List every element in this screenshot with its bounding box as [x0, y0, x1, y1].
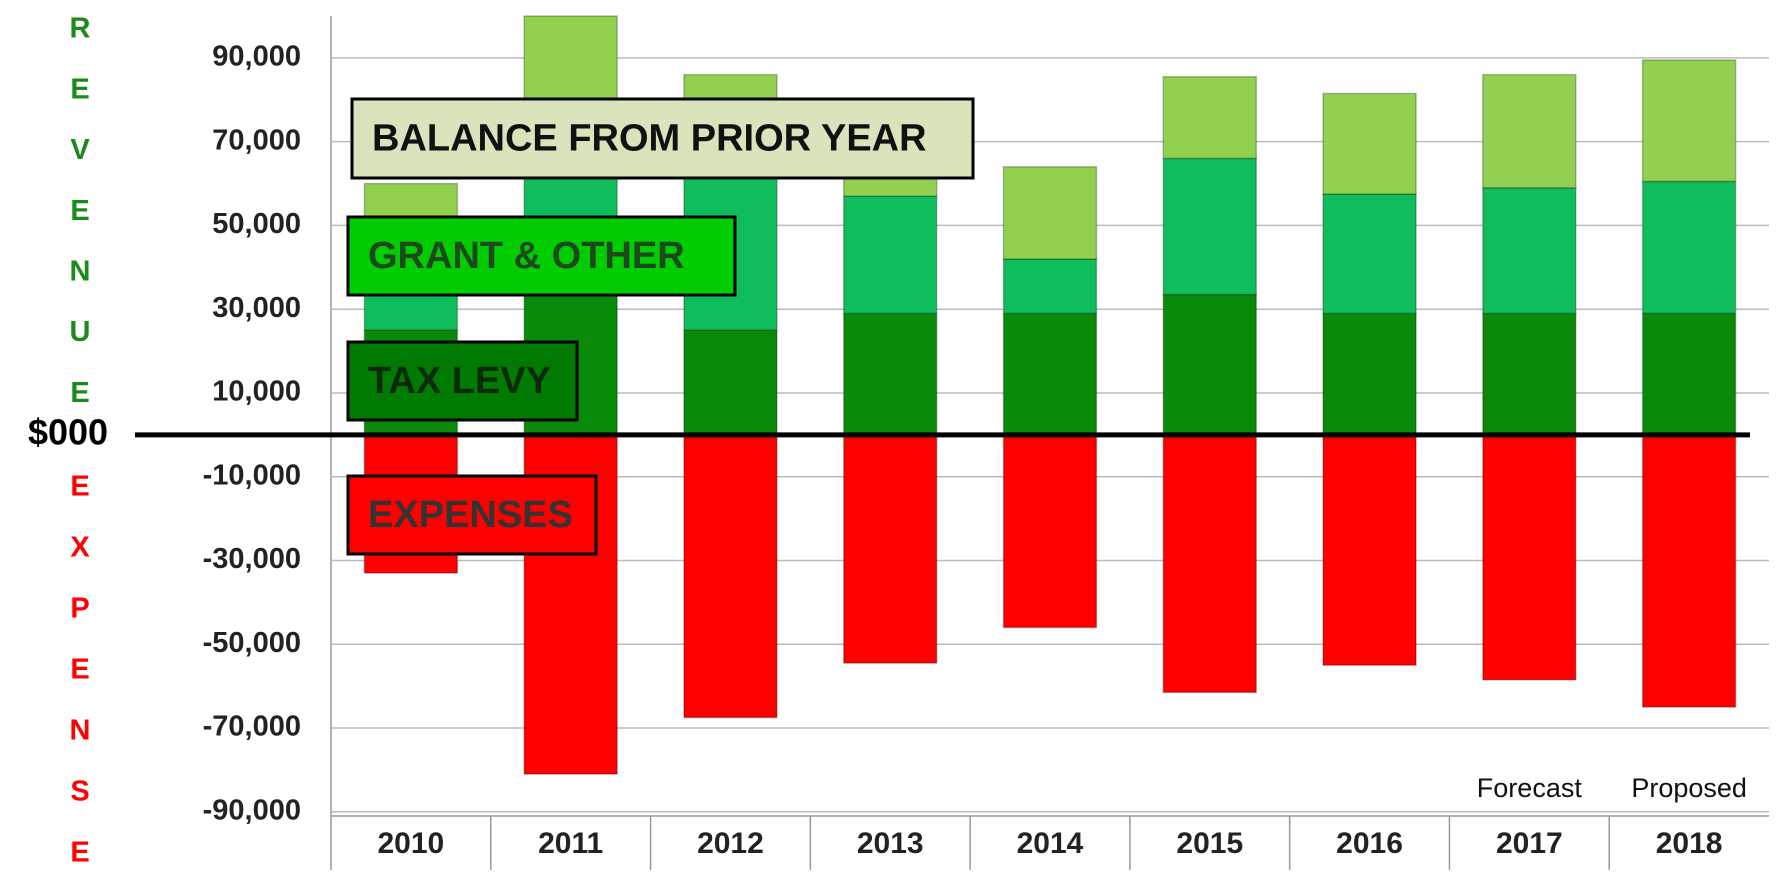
y-tick-label: -30,000	[203, 543, 301, 575]
revenue-letter: V	[70, 134, 90, 166]
bar-segment	[1162, 75, 1258, 160]
bar-segment	[1002, 434, 1098, 629]
bar-segment	[1322, 312, 1417, 436]
y-tick-label: 10,000	[212, 376, 301, 408]
x-tick-label: 2012	[697, 827, 764, 860]
bar-segment	[1162, 157, 1258, 296]
revenue-letter: N	[70, 255, 91, 287]
bar-segment	[1002, 312, 1098, 436]
bar-segment	[1482, 73, 1577, 189]
revenue-letter: R	[70, 13, 91, 45]
bar-segment	[1641, 434, 1737, 708]
bar-segment	[1322, 193, 1417, 315]
y-tick-label: 90,000	[212, 41, 301, 73]
legend-box	[346, 340, 579, 422]
legend-box	[346, 474, 598, 556]
bar-segment	[1322, 434, 1417, 666]
revenue-letter: E	[70, 377, 89, 409]
legend-label: GRANT & OTHER	[368, 235, 685, 277]
bar-segment	[1482, 186, 1577, 315]
legend-box	[350, 97, 975, 180]
revenue-letter: U	[70, 316, 91, 348]
y-tick-label: 70,000	[212, 124, 301, 156]
bar-segment	[1482, 312, 1577, 436]
x-tick-label: 2011	[538, 827, 603, 860]
expense-letter: E	[70, 654, 89, 686]
expense-letter: P	[70, 593, 89, 625]
annotation: Forecast	[1477, 773, 1583, 803]
bar-segment	[683, 329, 778, 436]
y-tick-label: 30,000	[212, 292, 301, 324]
bar-segment	[1641, 312, 1737, 436]
y-tick-label: -10,000	[203, 459, 301, 491]
x-tick-label: 2014	[1017, 827, 1084, 860]
legend-box	[346, 215, 737, 297]
x-tick-label: 2017	[1496, 827, 1563, 860]
y-tick-label: -90,000	[203, 794, 301, 826]
expense-letter: E	[70, 471, 89, 503]
expense-letter: X	[70, 532, 90, 564]
bar-segment	[683, 434, 778, 719]
bar-segment	[842, 312, 938, 436]
bar-segment	[1002, 166, 1098, 260]
x-tick-label: 2018	[1656, 827, 1723, 860]
expense-letter: N	[70, 715, 91, 747]
bar-segment	[842, 195, 938, 315]
bar-segment	[1002, 258, 1098, 315]
revenue-letter: E	[70, 73, 89, 105]
annotation: Proposed	[1631, 773, 1747, 803]
bar-segment	[1641, 180, 1737, 315]
zero-label: $000	[28, 412, 108, 453]
y-tick-label: -50,000	[203, 627, 301, 659]
x-tick-label: 2015	[1176, 827, 1243, 860]
bar-segment	[1641, 59, 1737, 183]
bar-segment	[1482, 434, 1577, 681]
bar-segment	[842, 434, 938, 664]
expense-letter: S	[70, 776, 89, 808]
x-tick-label: 2010	[378, 827, 445, 860]
legend-label: BALANCE FROM PRIOR YEAR	[372, 118, 927, 160]
x-tick-label: 2016	[1336, 827, 1403, 860]
bar-segment	[1322, 92, 1417, 195]
bar-segment	[1162, 293, 1258, 436]
y-tick-label: -70,000	[203, 711, 301, 743]
x-tick-label: 2013	[857, 827, 924, 860]
y-tick-label: 50,000	[212, 208, 301, 240]
legend-label: EXPENSES	[368, 494, 573, 536]
revenue-letter: E	[70, 195, 89, 227]
legend-label: TAX LEVY	[368, 360, 551, 402]
expense-letter: E	[70, 837, 89, 869]
bar-segment	[1162, 434, 1258, 694]
